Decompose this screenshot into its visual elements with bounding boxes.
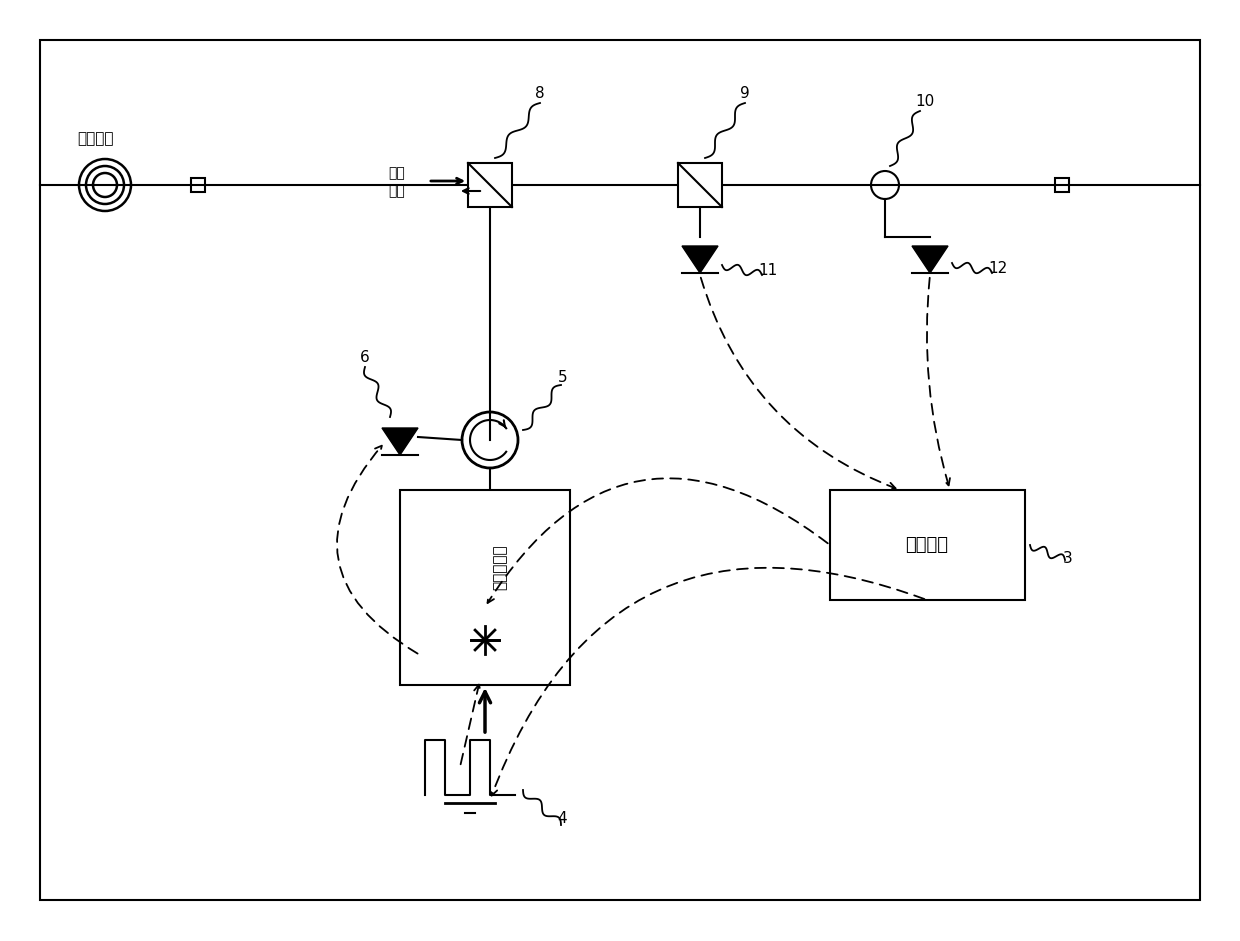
Text: 10: 10 [915, 94, 934, 109]
Text: 11: 11 [758, 263, 777, 278]
Text: 3: 3 [1063, 551, 1073, 566]
Text: 控制单元: 控制单元 [905, 536, 949, 554]
Bar [1055, 178, 1069, 192]
Text: 信号: 信号 [388, 166, 404, 180]
Text: 8: 8 [534, 86, 544, 101]
Text: 4: 4 [557, 811, 567, 826]
Bar [467, 163, 512, 207]
Text: 6: 6 [360, 350, 370, 365]
Bar [191, 178, 205, 192]
Bar [678, 163, 722, 207]
Text: 9: 9 [740, 86, 750, 101]
Polygon shape [911, 246, 949, 273]
Bar [401, 490, 570, 685]
Text: 12: 12 [988, 261, 1007, 276]
Polygon shape [682, 246, 718, 273]
Bar [830, 490, 1025, 600]
Text: 拉曼放大器: 拉曼放大器 [492, 544, 507, 590]
Polygon shape [382, 428, 418, 455]
Text: 传输光纤: 传输光纤 [77, 131, 114, 146]
Text: 5: 5 [558, 370, 568, 385]
Text: 泵浦: 泵浦 [388, 184, 404, 198]
